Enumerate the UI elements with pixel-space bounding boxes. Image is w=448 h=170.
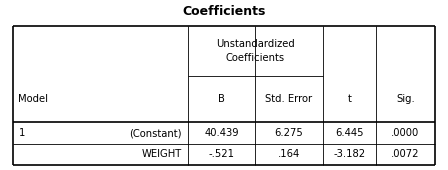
Text: Sig.: Sig. xyxy=(396,95,415,104)
Text: t: t xyxy=(348,95,351,104)
Text: Model: Model xyxy=(18,95,48,104)
Text: 6.275: 6.275 xyxy=(275,128,303,138)
Text: .164: .164 xyxy=(278,149,300,159)
Text: -3.182: -3.182 xyxy=(333,149,366,159)
Text: WEIGHT: WEIGHT xyxy=(141,149,181,159)
Text: 6.445: 6.445 xyxy=(335,128,364,138)
Text: Unstandardized
Coefficients: Unstandardized Coefficients xyxy=(216,39,295,63)
Text: .0072: .0072 xyxy=(391,149,420,159)
Text: (Constant): (Constant) xyxy=(129,128,181,138)
Text: 40.439: 40.439 xyxy=(204,128,239,138)
Text: B: B xyxy=(218,95,225,104)
Text: Std. Error: Std. Error xyxy=(265,95,313,104)
Text: .0000: .0000 xyxy=(391,128,420,138)
Text: 1: 1 xyxy=(19,128,25,138)
Text: -.521: -.521 xyxy=(209,149,235,159)
Text: Coefficients: Coefficients xyxy=(182,5,266,18)
